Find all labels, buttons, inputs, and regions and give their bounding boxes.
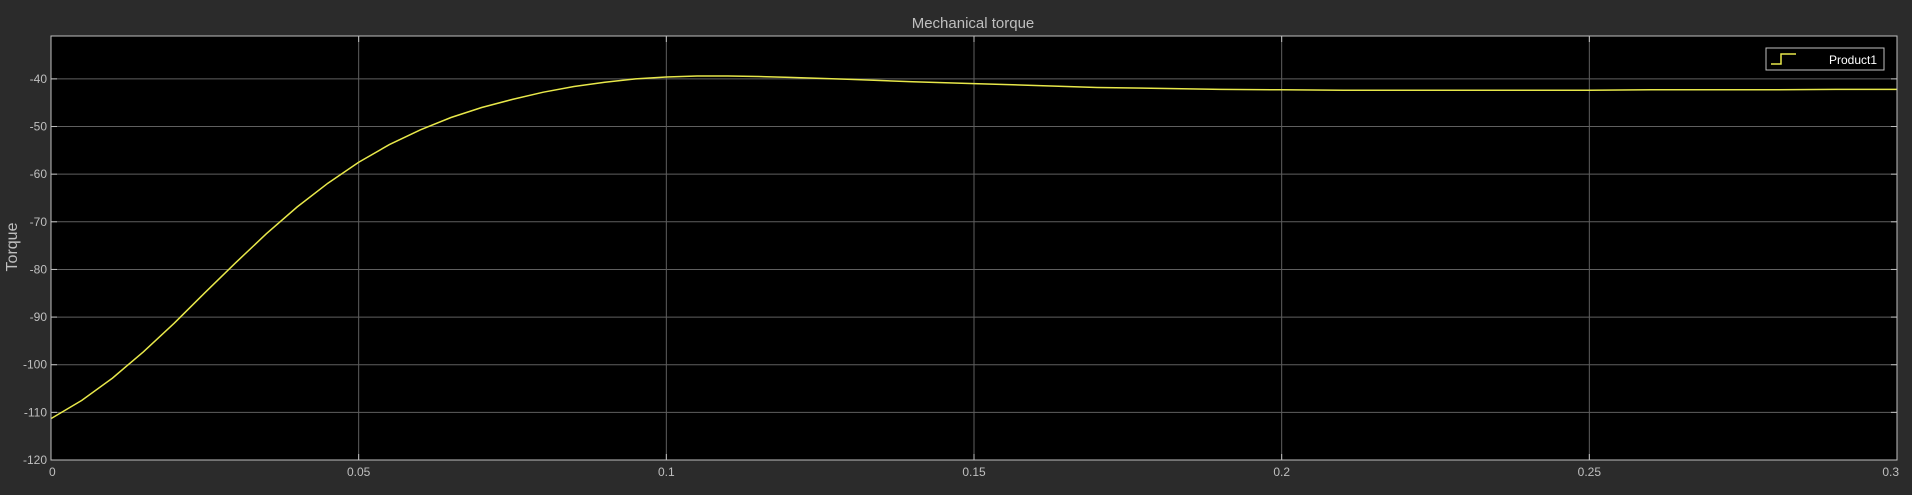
legend-label-product1: Product1 [1829,53,1877,67]
y-tick-label: -110 [24,405,47,419]
x-tick-label: 0.2 [1273,465,1290,479]
x-tick-label: 0.1 [658,465,675,479]
x-tick-label: 0.3 [1882,465,1899,479]
legend[interactable]: Product1 [1765,47,1885,71]
y-tick-label: -40 [30,72,48,86]
series-line-product1[interactable] [50,75,1897,420]
y-tick-label: -70 [30,215,48,229]
x-tick-label: 0.15 [962,465,986,479]
y-tick-label: -90 [30,310,48,324]
chart-title: Mechanical torque [912,15,1035,32]
y-tick-label: -120 [23,453,47,467]
grid-lines [51,36,1897,460]
x-tick-label: 0.05 [347,465,371,479]
x-tick-label: 0.25 [1578,465,1602,479]
x-axis-ticks: 0 0.05 0.1 0.15 0.2 0.25 0.3 [49,36,1899,479]
step-line-icon [1771,53,1796,65]
y-tick-label: -50 [30,120,48,134]
y-axis-ticks: -120 -110 -100 -90 -80 -70 -60 -50 -40 [23,72,1897,467]
y-tick-label: -80 [30,262,48,276]
x-tick-label: 0 [49,465,56,479]
y-axis-label: Torque [4,222,21,271]
y-tick-label: -60 [30,167,48,181]
y-tick-label: -100 [23,358,47,372]
plot-border [50,35,1898,461]
